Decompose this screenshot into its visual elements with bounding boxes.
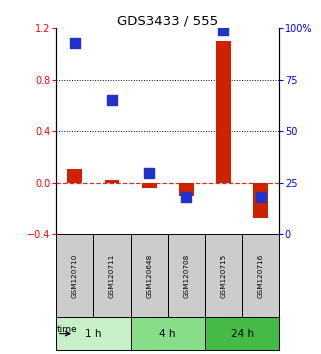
Point [258, 194, 263, 200]
Text: GSM120715: GSM120715 [221, 253, 227, 298]
Bar [105, 180, 119, 183]
Bar [67, 169, 82, 183]
Bar [131, 317, 205, 350]
Point [109, 98, 115, 103]
Text: GSM120708: GSM120708 [183, 253, 189, 298]
Bar [131, 234, 168, 317]
Bar [56, 317, 131, 350]
Bar [179, 183, 194, 196]
Bar [168, 234, 205, 317]
Bar [142, 183, 157, 188]
Text: 24 h: 24 h [230, 329, 254, 339]
Bar [216, 41, 231, 183]
Legend: log10 ratio, percentile rank within the sample: log10 ratio, percentile rank within the … [60, 353, 207, 354]
Text: GSM120710: GSM120710 [72, 253, 78, 298]
Bar [205, 317, 279, 350]
Text: GSM120716: GSM120716 [258, 253, 264, 298]
Point [72, 40, 77, 46]
Text: GSM120711: GSM120711 [109, 253, 115, 298]
Title: GDS3433 / 555: GDS3433 / 555 [117, 14, 218, 27]
Text: time: time [57, 325, 78, 334]
Bar [253, 183, 268, 218]
Bar [93, 234, 131, 317]
Text: 1 h: 1 h [85, 329, 102, 339]
Bar [242, 234, 279, 317]
Point [221, 28, 226, 33]
Point [184, 194, 189, 200]
Text: GSM120648: GSM120648 [146, 253, 152, 298]
Point [147, 170, 152, 175]
Text: 4 h: 4 h [160, 329, 176, 339]
Bar [205, 234, 242, 317]
Bar [56, 234, 93, 317]
